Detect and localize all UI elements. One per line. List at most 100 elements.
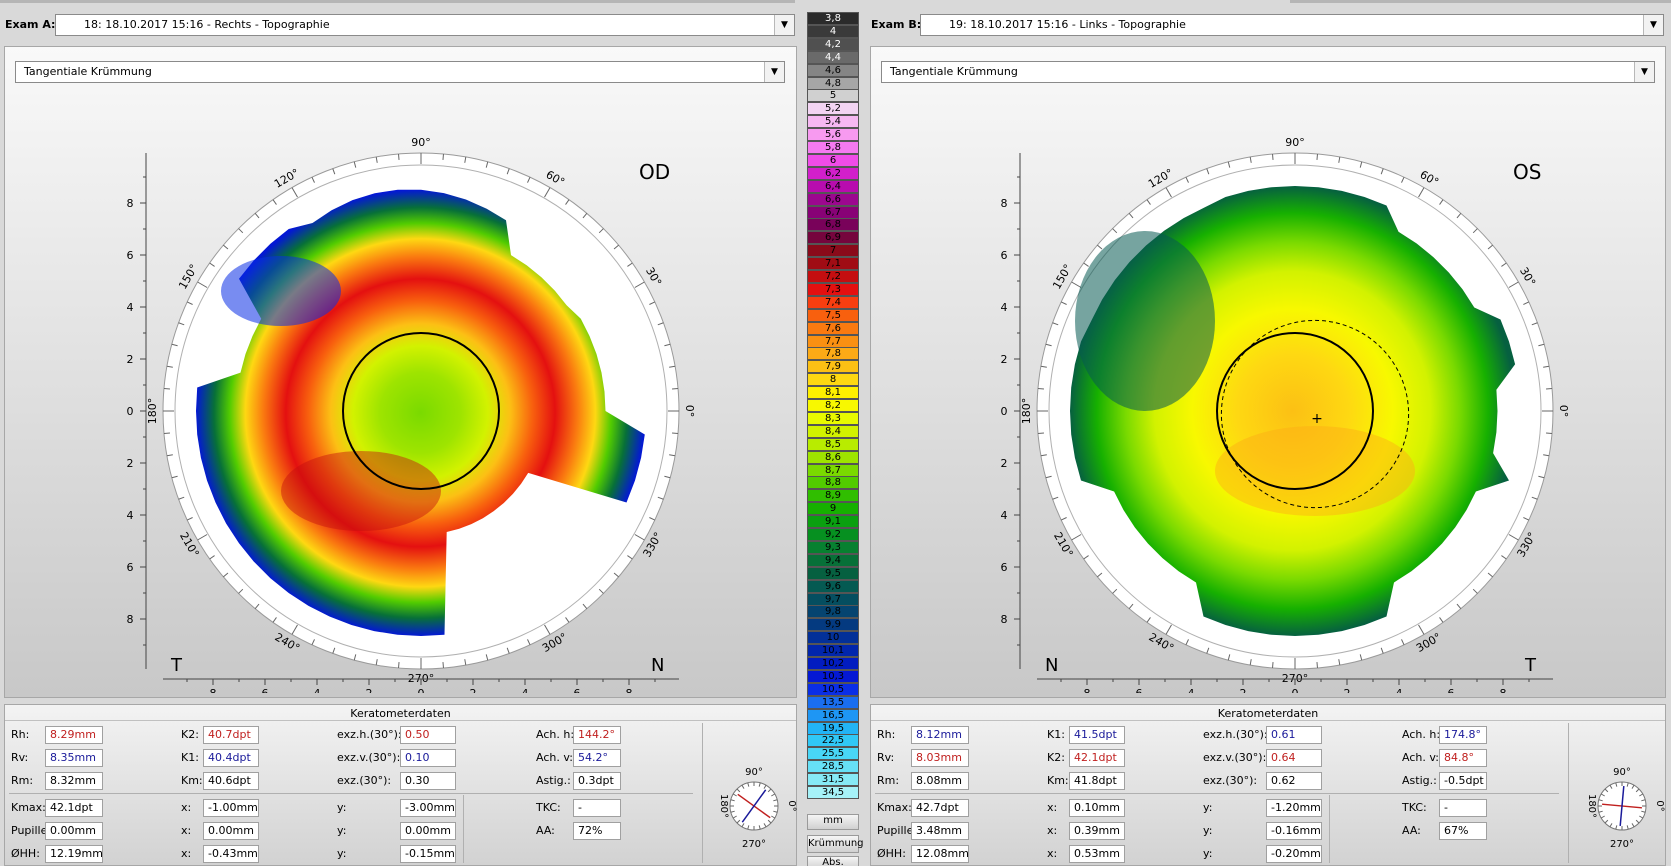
scale-entry: 4,4 bbox=[807, 50, 859, 64]
k-label: K2: bbox=[181, 728, 199, 741]
angle-tick bbox=[1146, 199, 1151, 205]
chevron-down-icon[interactable]: ▼ bbox=[1634, 62, 1654, 82]
angle-tick bbox=[1040, 365, 1047, 368]
angle-tick bbox=[1545, 388, 1553, 390]
exam-b-header: Exam B: 19: 18.10.2017 15:16 - Links - T… bbox=[866, 12, 1671, 40]
angle-tick bbox=[544, 187, 551, 198]
angle-tick bbox=[238, 228, 244, 234]
y-tick-label: 8 bbox=[127, 197, 134, 210]
exam-a-map-type-select[interactable]: Tangentiale Krümmung ▼ bbox=[15, 61, 785, 83]
scale-entry: 7,1 bbox=[807, 257, 859, 271]
x-tick-label: 4 bbox=[522, 687, 529, 693]
rv-value: 8.35mm bbox=[45, 749, 103, 767]
angle-tick bbox=[1380, 647, 1384, 654]
angle-tick bbox=[1060, 517, 1067, 521]
angle-tick bbox=[1071, 534, 1082, 541]
angle-tick bbox=[353, 161, 357, 168]
angle-tick bbox=[527, 639, 531, 646]
angle-tick bbox=[1456, 603, 1462, 609]
astig-label: Astig.: bbox=[1402, 774, 1437, 787]
chevron-down-icon[interactable]: ▼ bbox=[1643, 15, 1663, 35]
y-label: y: bbox=[1203, 801, 1213, 814]
angle-tick bbox=[1165, 187, 1172, 198]
angle-tick bbox=[1206, 647, 1210, 654]
rose-label-bottom: 270° bbox=[742, 839, 766, 850]
exam-a-map-type: Tangentiale Krümmung bbox=[24, 65, 152, 78]
angle-tick bbox=[1418, 187, 1425, 198]
angle-tick bbox=[1508, 534, 1519, 541]
x-tick-label: 8 bbox=[1500, 687, 1507, 693]
astig-value: -0.5dpt bbox=[1439, 772, 1487, 790]
axis-v-value: 84.8° bbox=[1439, 749, 1487, 767]
angle-tick bbox=[1359, 654, 1363, 661]
exam-b-map-type-select[interactable]: Tangentiale Krümmung ▼ bbox=[881, 61, 1655, 83]
scale-entry: 9,5 bbox=[807, 566, 859, 580]
exam-a-selector[interactable]: 18: 18.10.2017 15:16 - Rechts - Topograp… bbox=[55, 14, 795, 36]
divider bbox=[1329, 795, 1330, 863]
angle-tick bbox=[223, 244, 229, 250]
chevron-down-icon[interactable]: ▼ bbox=[774, 15, 794, 35]
angle-tick bbox=[1401, 176, 1405, 183]
angle-tick bbox=[163, 432, 171, 434]
angle-tick bbox=[311, 639, 315, 646]
exz-h-value: 0.50 bbox=[400, 726, 456, 744]
scale-entry: 9 bbox=[807, 502, 859, 516]
angle-tick bbox=[311, 176, 315, 183]
y-label: y: bbox=[1203, 824, 1213, 837]
scale-entry: 8,1 bbox=[807, 386, 859, 400]
scale-entry: 9,7 bbox=[807, 592, 859, 606]
axis-v-value: 54.2° bbox=[573, 749, 621, 767]
kmax-x-value: 0.10mm bbox=[1069, 799, 1125, 817]
pupil-x-value: 0.39mm bbox=[1069, 822, 1125, 840]
y-tick-label: 6 bbox=[127, 249, 134, 262]
scale-entry: 8,3 bbox=[807, 411, 859, 425]
angle-tick bbox=[544, 624, 551, 635]
angle-tick bbox=[291, 624, 298, 635]
angle-tick bbox=[1146, 617, 1151, 623]
angle-tick bbox=[1060, 301, 1067, 305]
angle-tick bbox=[209, 262, 215, 267]
chevron-down-icon[interactable]: ▼ bbox=[764, 62, 784, 82]
scale-entry: 7,8 bbox=[807, 347, 859, 361]
unit-button[interactable]: mm bbox=[807, 814, 859, 830]
axis-v-label: Ach. v: bbox=[1402, 751, 1439, 764]
x-label: x: bbox=[181, 847, 192, 860]
scale-entry: 9,2 bbox=[807, 528, 859, 541]
divider bbox=[702, 723, 703, 863]
angle-label: 0° bbox=[683, 405, 696, 418]
angle-tick bbox=[1227, 161, 1231, 168]
k-value: 40.7dpt bbox=[203, 726, 259, 744]
angle-tick bbox=[272, 617, 277, 623]
angle-tick bbox=[375, 659, 378, 666]
exam-b-selector[interactable]: 19: 18.10.2017 15:16 - Links - Topograph… bbox=[920, 14, 1664, 36]
pupil-y-value: 0.00mm bbox=[400, 822, 456, 840]
scale-entry: 5,4 bbox=[807, 115, 859, 129]
scale-entry: 6 bbox=[807, 153, 859, 167]
scale-entry: 13,5 bbox=[807, 695, 859, 709]
flat-zone bbox=[1075, 231, 1215, 411]
abs-button[interactable]: Abs. bbox=[807, 856, 859, 866]
angle-tick bbox=[1472, 228, 1478, 234]
angle-tick bbox=[197, 534, 208, 541]
scale-entry: 8 bbox=[807, 373, 859, 387]
angle-tick bbox=[1249, 156, 1252, 163]
exam-b-keratometer-panel: Keratometerdaten Rh: 8.12mm Rv: 8.03mm Rm: 8.0… bbox=[870, 704, 1666, 866]
angle-tick bbox=[186, 301, 193, 305]
curvature-mode-button[interactable]: Krümmung bbox=[807, 835, 864, 853]
rh-value: 8.12mm bbox=[911, 726, 969, 744]
angle-tick bbox=[671, 432, 679, 434]
scale-entry: 8,2 bbox=[807, 399, 859, 412]
exz-h-label: exz.h.(30°): bbox=[1203, 728, 1268, 741]
angle-tick bbox=[166, 454, 173, 457]
axis-rose-icon: 90° 270° 180° 0° bbox=[1586, 767, 1665, 850]
y-label: y: bbox=[1203, 847, 1213, 860]
rh-value: 8.29mm bbox=[45, 726, 103, 744]
exam-a-topography-map[interactable]: 90°60°30°0°330°300°270°240°210°180°150°1… bbox=[5, 93, 796, 693]
hvid-label: ØHH: bbox=[11, 847, 40, 860]
scale-entry: 8,8 bbox=[807, 476, 859, 490]
km-value: 40.6dpt bbox=[203, 772, 259, 790]
rm-value: 8.32mm bbox=[45, 772, 103, 790]
exam-b-topography-map[interactable]: 90°60°30°0°330°300°270°240°210°180°150°1… bbox=[871, 93, 1665, 693]
divider bbox=[9, 793, 693, 794]
rv-value: 8.03mm bbox=[911, 749, 969, 767]
